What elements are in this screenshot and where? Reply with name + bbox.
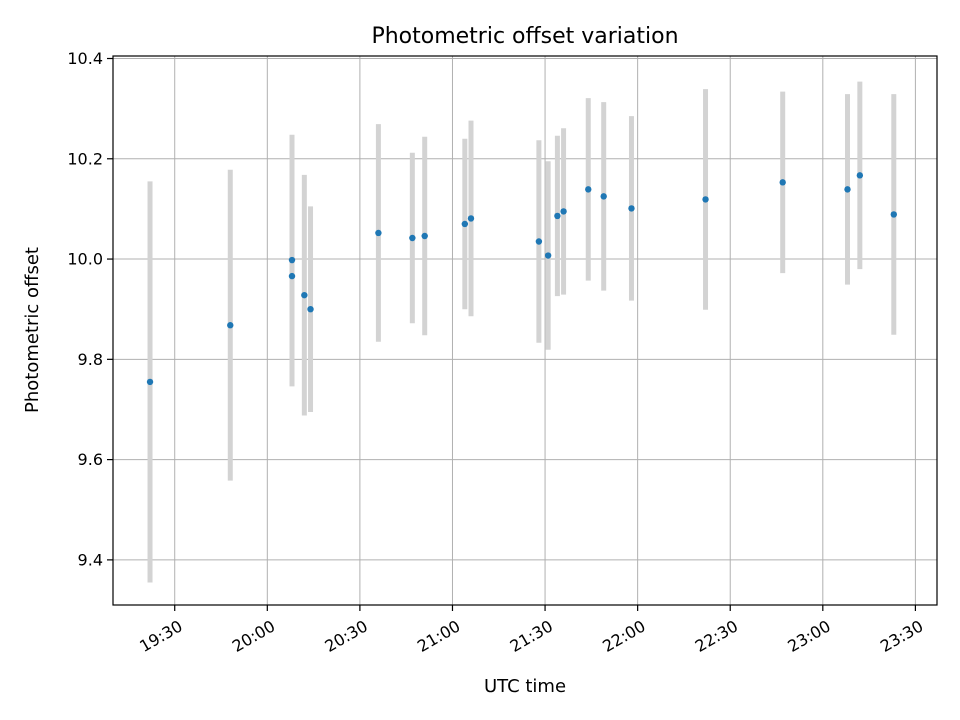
data-point <box>375 229 382 237</box>
data-point <box>409 234 416 242</box>
plot-frame <box>112 55 938 606</box>
data-point <box>600 193 607 200</box>
data-point <box>421 232 428 240</box>
data-point <box>628 205 635 212</box>
data-point <box>856 172 864 179</box>
data-point <box>227 322 234 329</box>
data-points <box>146 172 897 386</box>
data-point <box>544 252 552 259</box>
data-point <box>467 215 475 222</box>
y-axis-label: Photometric offset <box>22 247 43 413</box>
grid <box>113 56 937 605</box>
y-tick-label: 9.6 <box>78 450 103 469</box>
data-point <box>779 179 786 186</box>
data-point <box>461 220 469 228</box>
y-tick-label: 10.0 <box>67 250 103 269</box>
data-point <box>535 238 543 245</box>
data-point <box>307 305 314 313</box>
y-tick-label: 10.2 <box>67 149 103 168</box>
chart-title: Photometric offset variation <box>371 24 678 49</box>
data-point <box>301 291 308 299</box>
data-point <box>554 212 561 220</box>
x-axis-label: UTC time <box>484 676 566 697</box>
data-point <box>844 186 851 193</box>
data-point <box>585 186 592 193</box>
y-tick-label: 9.4 <box>78 550 103 569</box>
data-point <box>702 196 709 203</box>
y-tick-label: 9.8 <box>78 350 103 369</box>
data-point <box>288 272 296 280</box>
y-axis-ticks: 9.4 9.6 9.8 10.0 10.2 10.4 <box>67 49 113 569</box>
data-point <box>560 208 567 215</box>
data-point <box>288 256 296 264</box>
y-tick-label: 10.4 <box>67 49 103 68</box>
data-point <box>890 211 897 218</box>
data-point <box>146 378 154 386</box>
